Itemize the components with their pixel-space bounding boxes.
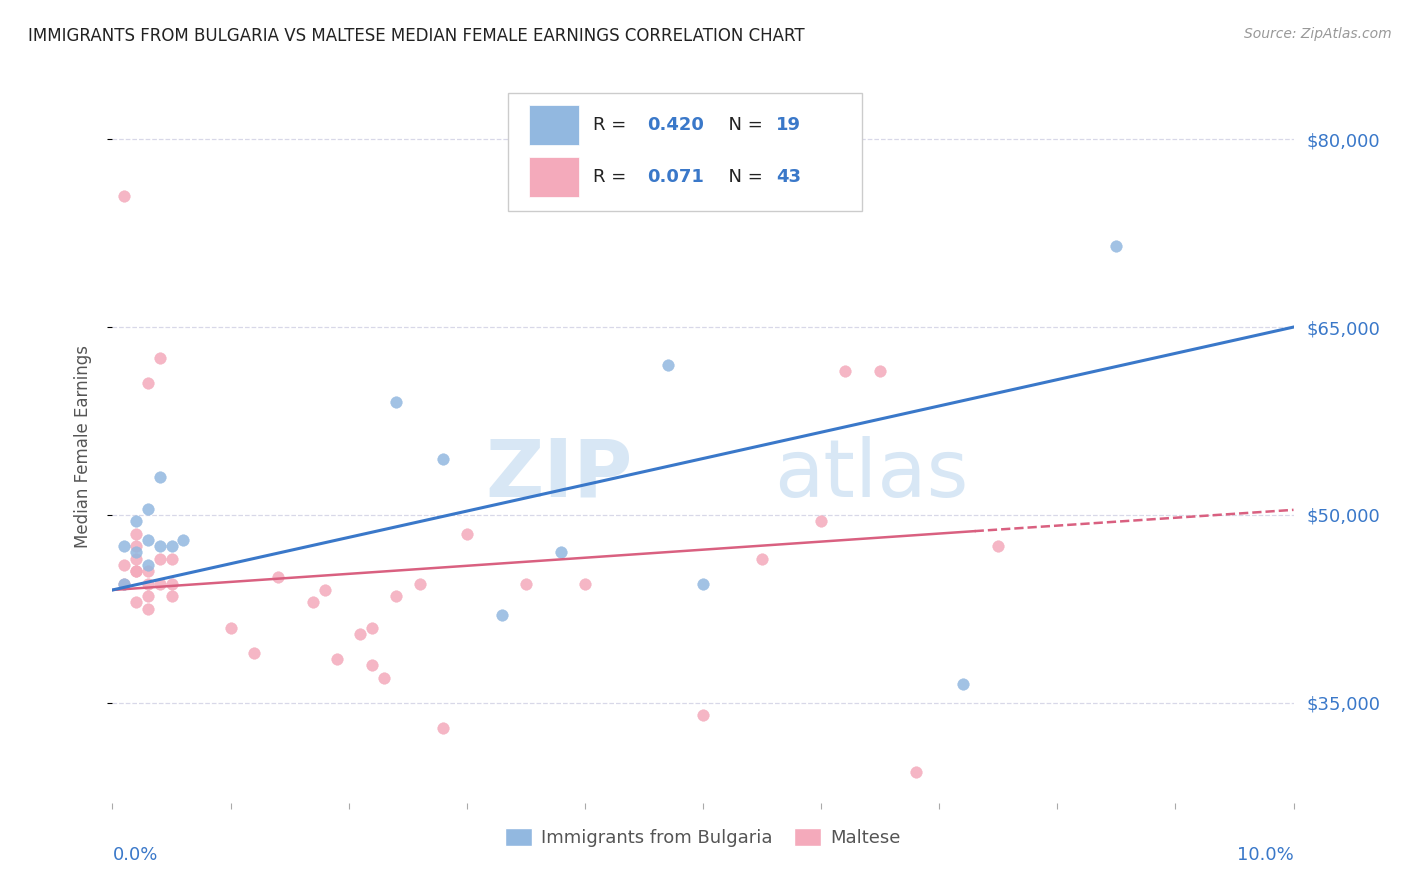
Text: N =: N = (717, 168, 769, 186)
Text: 0.0%: 0.0% (112, 846, 157, 863)
Point (125, 526, 148, 541)
Point (149, 539, 172, 553)
Point (349, 627, 371, 641)
Text: R =: R = (593, 116, 633, 134)
Point (408, 576, 430, 591)
Point (112, 576, 135, 591)
Point (904, 764, 927, 779)
Point (172, 533, 194, 547)
Point (869, 364, 891, 378)
Text: atlas: atlas (773, 435, 969, 514)
Point (160, 539, 183, 553)
Point (657, 358, 679, 372)
Legend: Immigrants from Bulgaria, Maltese: Immigrants from Bulgaria, Maltese (498, 821, 908, 855)
Point (149, 351, 172, 366)
Point (267, 570, 290, 584)
Text: R =: R = (593, 168, 638, 186)
Text: 19: 19 (776, 116, 801, 134)
Point (302, 595, 325, 609)
Point (692, 576, 714, 591)
Point (574, 576, 596, 591)
Point (432, 721, 454, 735)
Point (125, 551, 148, 566)
FancyBboxPatch shape (508, 93, 862, 211)
Point (834, 364, 856, 378)
Point (491, 607, 513, 622)
Point (112, 539, 135, 553)
Point (136, 601, 159, 615)
Point (515, 576, 537, 591)
Point (314, 582, 336, 597)
Point (361, 621, 384, 635)
Text: 10.0%: 10.0% (1237, 846, 1294, 863)
Point (136, 576, 159, 591)
Point (112, 188, 135, 202)
Point (952, 677, 974, 691)
Point (149, 551, 172, 566)
Point (149, 470, 172, 484)
Point (149, 576, 172, 591)
Point (550, 545, 572, 559)
Point (326, 652, 349, 666)
Point (112, 558, 135, 572)
Point (385, 395, 408, 409)
Text: 0.071: 0.071 (648, 168, 704, 186)
Point (432, 451, 454, 466)
Point (136, 589, 159, 603)
Text: IMMIGRANTS FROM BULGARIA VS MALTESE MEDIAN FEMALE EARNINGS CORRELATION CHART: IMMIGRANTS FROM BULGARIA VS MALTESE MEDI… (28, 27, 804, 45)
Point (456, 526, 478, 541)
Text: 0.420: 0.420 (648, 116, 704, 134)
Point (810, 514, 832, 528)
Point (136, 376, 159, 391)
Text: Source: ZipAtlas.com: Source: ZipAtlas.com (1244, 27, 1392, 41)
Point (160, 589, 183, 603)
Point (136, 564, 159, 578)
Point (136, 501, 159, 516)
Point (125, 564, 148, 578)
Point (987, 539, 1010, 553)
Bar (530, 105, 579, 145)
Point (136, 533, 159, 547)
Point (160, 551, 183, 566)
Point (112, 576, 135, 591)
Y-axis label: Median Female Earnings: Median Female Earnings (73, 344, 91, 548)
Point (1105, 238, 1128, 252)
Point (385, 589, 408, 603)
Point (136, 558, 159, 572)
Point (751, 551, 773, 566)
Point (361, 658, 384, 673)
Point (692, 708, 714, 723)
Text: N =: N = (717, 116, 769, 134)
Point (125, 545, 148, 559)
Point (373, 671, 395, 685)
Text: 43: 43 (776, 168, 801, 186)
Point (125, 564, 148, 578)
Point (125, 539, 148, 553)
Point (160, 576, 183, 591)
Point (125, 514, 148, 528)
Text: ZIP: ZIP (485, 435, 633, 514)
Point (219, 621, 242, 635)
Point (243, 646, 266, 660)
Bar (530, 157, 579, 196)
Point (125, 595, 148, 609)
